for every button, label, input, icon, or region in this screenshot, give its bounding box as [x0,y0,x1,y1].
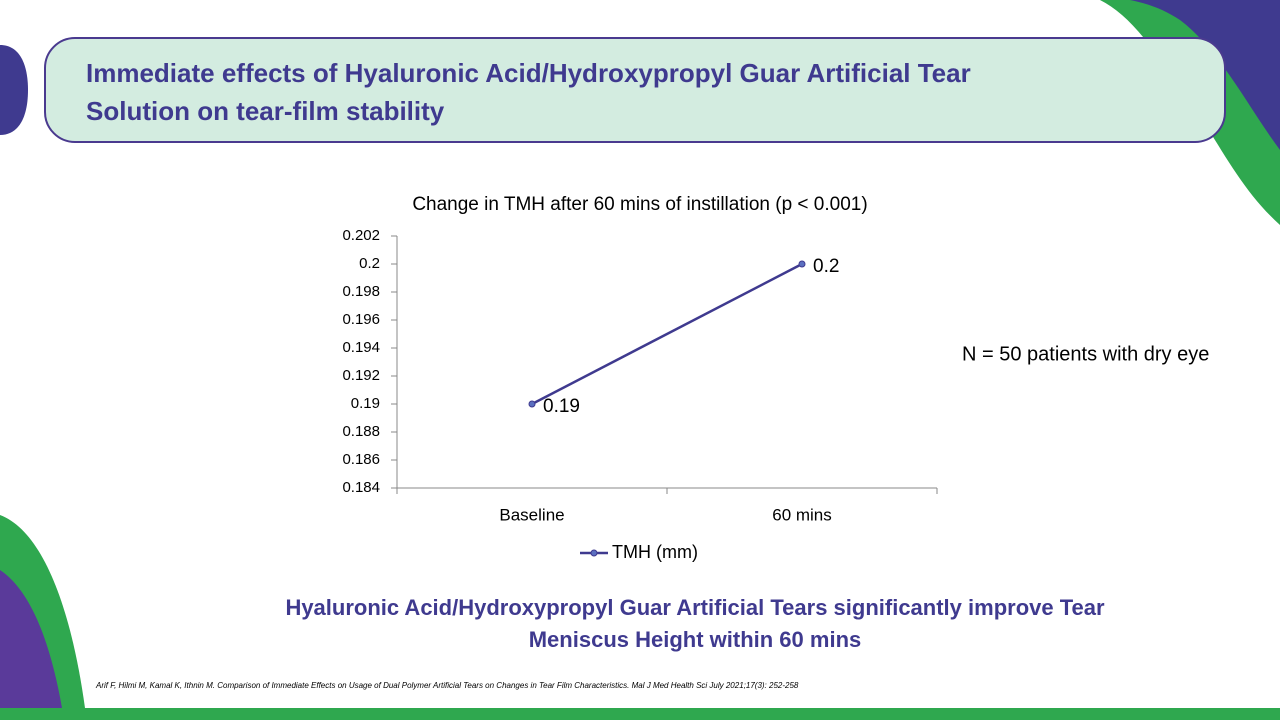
series-line [531,262,803,406]
slide-title: Immediate effects of Hyaluronic Acid/Hyd… [86,58,971,88]
data-label: 0.19 [543,396,580,417]
y-tick-label: 0.2 [359,255,380,272]
y-tick-label: 0.184 [342,479,380,496]
legend-label: TMH (mm) [612,542,698,562]
y-tick-label: 0.192 [342,367,380,384]
y-tick-label: 0.202 [342,227,380,244]
data-point [528,400,536,408]
data-point [798,260,806,268]
legend-marker [590,549,598,557]
corner-purple [1130,0,1280,150]
conclusion: Meniscus Height within 60 mins [529,627,862,652]
y-tick-label: 0.19 [351,395,380,412]
slide-title: Solution on tear-film stability [86,96,445,126]
note: N = 50 patients with dry eye [962,343,1209,365]
data-label: 0.2 [813,256,839,277]
y-tick-label: 0.194 [342,339,380,356]
y-tick-label: 0.186 [342,451,380,468]
conclusion: Hyaluronic Acid/Hydroxypropyl Guar Artif… [285,595,1105,620]
y-tick-label: 0.188 [342,423,380,440]
y-tick-label: 0.198 [342,283,380,300]
left-tab [0,45,28,135]
title-banner [44,37,1226,143]
corner-purple-bottom [0,570,62,708]
chart-title: Change in TMH after 60 mins of instillat… [412,194,867,215]
x-tick-label: Baseline [499,505,564,524]
x-tick-label: 60 mins [772,505,832,524]
bottom-strip [0,708,1280,720]
y-tick-label: 0.196 [342,311,380,328]
citation: Arif F, Hilmi M, Kamal K, Ithnin M. Comp… [95,681,799,690]
